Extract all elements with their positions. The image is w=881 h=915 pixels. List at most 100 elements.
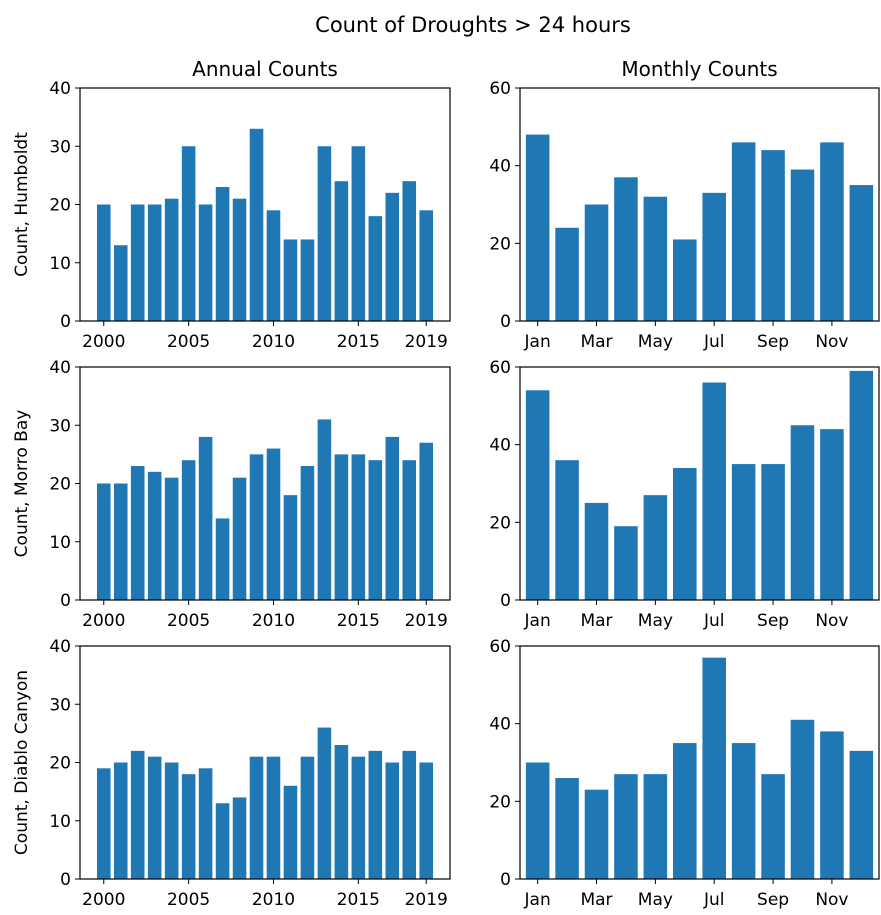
bar <box>164 198 179 321</box>
axes-frame <box>79 645 451 880</box>
y-tick-label: 10 <box>49 254 71 274</box>
y-tick-label: 40 <box>489 715 511 735</box>
y-tick-label: 20 <box>489 234 511 254</box>
y-tick-label: 40 <box>49 79 71 99</box>
bar <box>820 429 844 600</box>
bar <box>614 177 638 321</box>
bar <box>130 204 145 321</box>
bar <box>368 460 383 600</box>
bar <box>351 756 366 879</box>
x-tick-label: May <box>638 332 673 352</box>
x-tick-label: 2019 <box>405 611 448 631</box>
bar <box>702 382 726 600</box>
axes-frame <box>79 87 451 322</box>
bar <box>761 774 785 879</box>
y-tick-label: 30 <box>49 416 71 436</box>
x-tick-label: Mar <box>580 611 612 631</box>
y-axis-label: Count, Humboldt <box>12 132 32 277</box>
bar <box>198 436 213 600</box>
x-tick-label: Sep <box>757 611 789 631</box>
y-tick-label: 40 <box>49 637 71 657</box>
axes-frame <box>79 366 451 601</box>
x-tick-label: 2015 <box>337 890 380 910</box>
bar <box>368 750 383 879</box>
bar <box>283 239 298 321</box>
bar <box>266 756 281 879</box>
x-tick-label: Nov <box>815 890 848 910</box>
bar <box>643 495 668 600</box>
bar <box>731 743 756 879</box>
bar <box>232 477 247 600</box>
bar <box>584 789 609 879</box>
x-tick-label: 2019 <box>405 332 448 352</box>
bar <box>584 502 609 600</box>
x-tick-label: Mar <box>580 332 612 352</box>
x-tick-label: 2000 <box>82 332 125 352</box>
x-tick-label: 2005 <box>167 611 210 631</box>
bar <box>113 483 128 600</box>
bar <box>283 495 298 600</box>
bar <box>614 774 638 879</box>
bar <box>283 785 298 879</box>
bar <box>402 750 417 879</box>
y-tick-label: 30 <box>49 137 71 157</box>
bar <box>525 762 550 879</box>
x-tick-label: May <box>638 611 673 631</box>
x-tick-label: May <box>638 890 673 910</box>
x-tick-label: Jul <box>703 332 725 352</box>
bar <box>385 762 400 879</box>
bar <box>300 239 315 321</box>
bar <box>266 448 281 600</box>
x-tick-label: Jan <box>524 890 551 910</box>
bar <box>181 146 196 321</box>
bar <box>113 245 128 321</box>
y-tick-label: 40 <box>489 157 511 177</box>
x-tick-label: 2000 <box>82 611 125 631</box>
y-tick-label: 0 <box>500 870 511 890</box>
bar <box>147 471 162 600</box>
bar <box>584 204 609 321</box>
bar <box>790 425 815 600</box>
bar <box>761 464 785 600</box>
x-tick-label: 2019 <box>405 890 448 910</box>
bar <box>334 745 349 879</box>
bar <box>164 762 179 879</box>
y-tick-label: 40 <box>49 358 71 378</box>
bar <box>555 227 579 321</box>
x-tick-label: Jan <box>524 332 551 352</box>
bar <box>232 198 247 321</box>
bar <box>317 146 332 321</box>
bar <box>761 150 785 321</box>
x-tick-label: Jul <box>703 611 725 631</box>
bar <box>702 192 726 321</box>
x-tick-label: 2015 <box>337 611 380 631</box>
x-tick-label: 2005 <box>167 890 210 910</box>
bar <box>215 803 230 879</box>
bar <box>317 419 332 600</box>
bar <box>334 181 349 321</box>
bar <box>849 370 874 600</box>
bar <box>249 454 264 600</box>
bar <box>525 390 550 600</box>
bar <box>702 657 726 879</box>
bar <box>147 756 162 879</box>
x-tick-label: Sep <box>757 332 789 352</box>
bar <box>643 196 668 321</box>
bar <box>96 204 111 321</box>
bar <box>317 727 332 879</box>
bar <box>419 210 434 321</box>
bar <box>673 239 697 321</box>
x-tick-label: Nov <box>815 332 848 352</box>
bar <box>525 134 550 321</box>
x-tick-label: 2010 <box>252 332 295 352</box>
axes-frame <box>519 87 880 322</box>
y-tick-label: 20 <box>49 475 71 495</box>
y-tick-label: 20 <box>489 513 511 533</box>
subplot-title: Annual Counts <box>192 57 338 81</box>
y-axis-label: Count, Diablo Canyon <box>12 670 32 855</box>
y-tick-label: 40 <box>489 436 511 456</box>
axes-frame <box>519 366 880 601</box>
x-tick-label: Mar <box>580 890 612 910</box>
axes-frame <box>519 645 880 880</box>
